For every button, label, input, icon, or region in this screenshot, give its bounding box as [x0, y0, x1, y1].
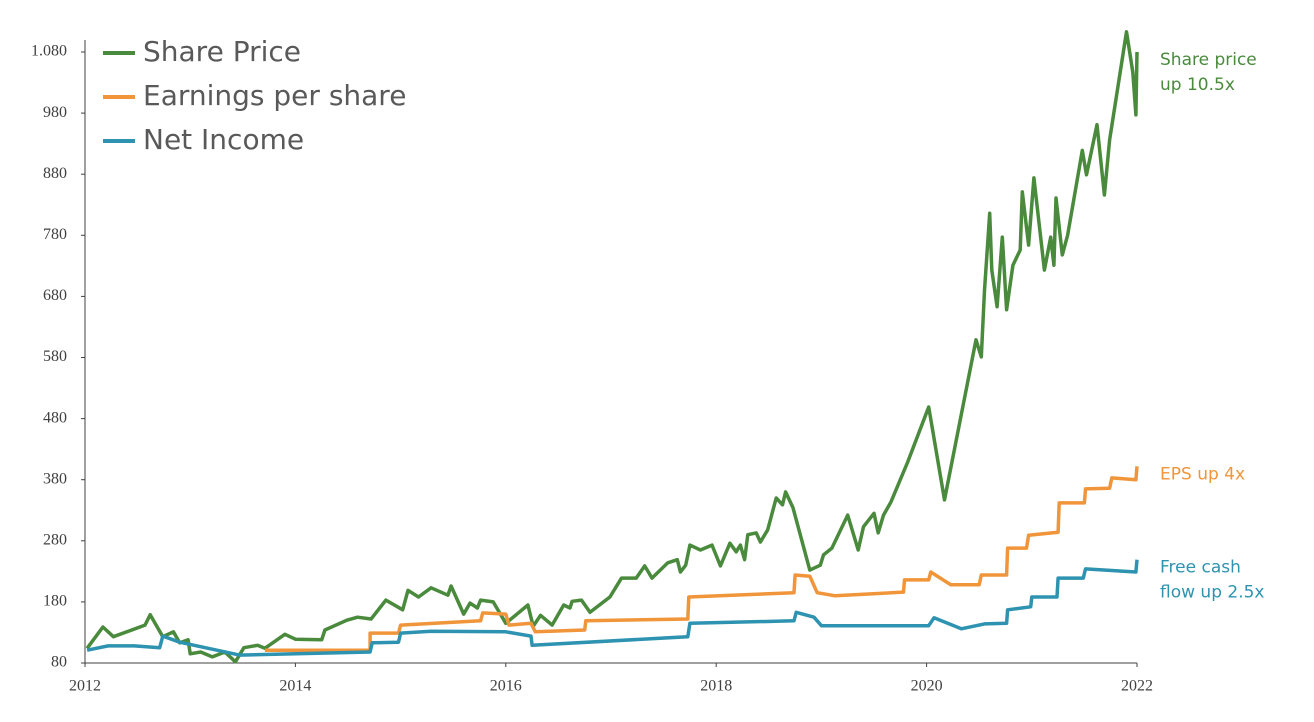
y-tick-label: 980	[43, 104, 67, 121]
legend-label: Net Income	[143, 123, 304, 156]
x-tick-label: 2014	[279, 678, 311, 695]
y-tick-label: 880	[43, 165, 67, 182]
y-tick-label: 80	[51, 654, 67, 671]
y-tick-label: 680	[43, 287, 67, 304]
series-line	[85, 30, 1139, 664]
y-tick-label: 380	[43, 470, 67, 487]
x-tick-label: 2020	[911, 678, 943, 695]
y-tick-label: 1.080	[31, 43, 67, 60]
x-tick-label: 2012	[69, 678, 101, 695]
annotation: Share price	[1160, 50, 1257, 70]
series-line	[86, 559, 1139, 657]
y-tick-label: 480	[43, 409, 67, 426]
x-tick-label: 2022	[1121, 678, 1153, 695]
annotation: EPS up 4x	[1160, 464, 1245, 484]
annotation: up 10.5x	[1160, 75, 1235, 95]
annotation: flow up 2.5x	[1160, 583, 1264, 603]
legend-label: Share Price	[143, 35, 301, 68]
y-tick-label: 580	[43, 348, 67, 365]
annotation: Free cash	[1160, 558, 1241, 578]
y-tick-label: 280	[43, 531, 67, 548]
series-line	[264, 466, 1139, 652]
x-tick-label: 2018	[700, 678, 732, 695]
y-tick-label: 180	[43, 593, 67, 610]
x-tick-label: 2016	[490, 678, 522, 695]
legend-label: Earnings per share	[143, 79, 406, 112]
y-tick-label: 780	[43, 226, 67, 243]
